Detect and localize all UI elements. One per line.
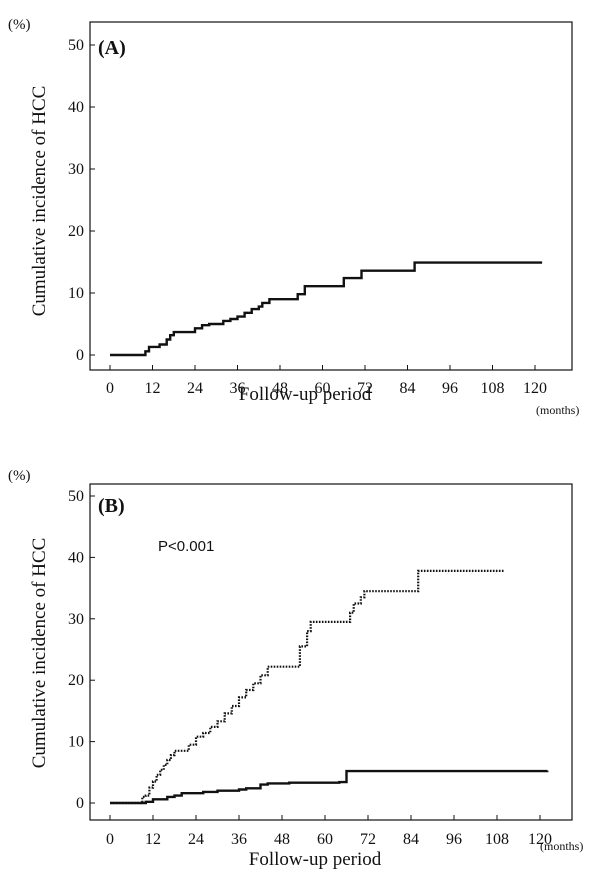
x-tick-label: 108 (485, 831, 509, 848)
x-axis-label-b: Follow-up period (249, 849, 382, 870)
x-unit-a: (months) (536, 403, 579, 417)
y-tick-label: 30 (68, 161, 84, 178)
x-axis-label-a: Follow-up period (239, 384, 372, 405)
y-tick-label: 30 (68, 611, 84, 628)
x-tick-label: 48 (274, 831, 290, 848)
series-line-solid (110, 261, 543, 357)
x-tick-label: 84 (403, 831, 419, 848)
y-tick-label: 0 (76, 795, 84, 812)
x-tick-label: 48 (272, 380, 288, 397)
x-tick-label: 36 (230, 380, 246, 397)
x-tick-label: 72 (357, 380, 373, 397)
x-tick-label: 24 (188, 831, 204, 848)
x-tick-label: 36 (231, 831, 247, 848)
x-tick-label: 108 (481, 380, 505, 397)
ticks-b: 0 10 20 30 40 50 0 12 24 36 48 60 72 84 96 108 120 (68, 488, 552, 848)
x-tick-label: 24 (187, 380, 203, 397)
series-a (110, 261, 543, 357)
x-tick-label: 120 (528, 831, 552, 848)
x-tick-label: 96 (442, 380, 458, 397)
panel-label-a: (A) (98, 37, 126, 59)
ticks-a: 0 10 20 30 40 50 0 12 24 36 48 60 72 84 96 108 120 (68, 37, 547, 397)
y-unit-a: (%) (8, 17, 31, 33)
series-b (110, 569, 549, 805)
plot-frame-b (89, 483, 573, 821)
y-tick-label: 0 (76, 347, 84, 364)
x-tick-label: 96 (446, 831, 462, 848)
y-tick-label: 10 (68, 734, 84, 751)
plot-frame-a (89, 21, 573, 371)
x-tick-label: 72 (360, 831, 376, 848)
x-tick-label: 0 (106, 380, 114, 397)
y-tick-label: 50 (68, 488, 84, 505)
x-tick-label: 120 (523, 380, 547, 397)
y-unit-b: (%) (8, 468, 31, 484)
y-tick-label: 10 (68, 285, 84, 302)
x-tick-label: 60 (317, 831, 333, 848)
panel-b: (%) (B) P<0.001 Cumulative incidence of … (8, 468, 583, 870)
y-tick-label: 40 (68, 99, 84, 116)
x-unit-b: (months) (540, 839, 583, 853)
series-line-dotted (110, 569, 505, 805)
y-tick-label: 50 (68, 37, 84, 54)
y-tick-label: 40 (68, 549, 84, 566)
y-axis-label-b: Cumulative incidence of HCC (29, 538, 50, 769)
x-tick-label: 84 (400, 380, 416, 397)
x-tick-label: 12 (145, 380, 161, 397)
y-axis-label-a: Cumulative incidence of HCC (29, 86, 50, 317)
y-tick-label: 20 (68, 223, 84, 240)
panel-a: (%) (A) Cumulative incidence of HCC Foll… (8, 17, 579, 417)
x-tick-label: 12 (145, 831, 161, 848)
series-line-solid (110, 769, 549, 805)
y-tick-label: 20 (68, 672, 84, 689)
x-tick-label: 60 (315, 380, 331, 397)
panel-label-b: (B) (98, 495, 125, 517)
p-value-annotation: P<0.001 (158, 538, 214, 555)
x-tick-label: 0 (106, 831, 114, 848)
